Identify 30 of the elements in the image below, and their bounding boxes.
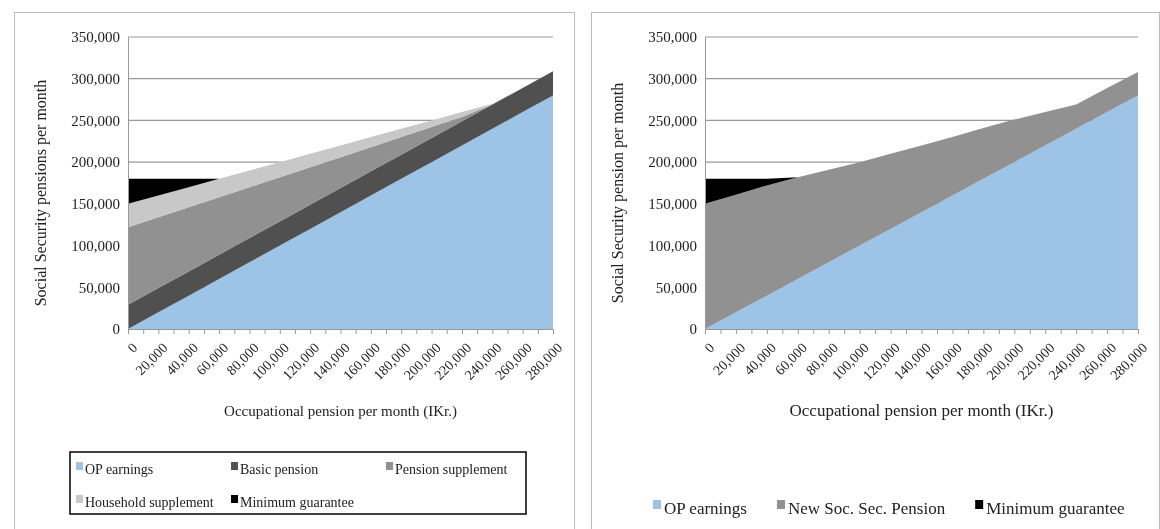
- y-tick-label: 350,000: [71, 29, 120, 46]
- legend-label: OP earnings: [85, 462, 154, 477]
- y-tick-label: 300,000: [71, 71, 120, 88]
- legend-label: Basic pension: [240, 462, 319, 477]
- y-tick-label: 50,000: [655, 279, 697, 296]
- x-axis-title: Occupational pension per month (IKr.): [224, 403, 457, 420]
- x-axis-title: Occupational pension per month (IKr.): [789, 401, 1054, 420]
- y-axis-title: Social Security pension per month: [609, 82, 627, 304]
- legend-label: Pension supplement: [395, 462, 508, 477]
- y-tick-label: 250,000: [71, 112, 120, 129]
- y-tick-label: 150,000: [71, 196, 120, 213]
- y-tick-label: 100,000: [648, 237, 697, 254]
- y-tick-label: 0: [689, 321, 697, 338]
- x-tick-label: 0: [701, 340, 718, 356]
- y-tick-label: 200,000: [71, 154, 120, 171]
- x-tick-label: 0: [124, 340, 141, 356]
- y-tick-label: 350,000: [648, 29, 697, 46]
- y-tick-label: 50,000: [78, 279, 120, 296]
- legend-label: Minimum guarantee: [986, 499, 1125, 518]
- y-tick-label: 200,000: [648, 154, 697, 171]
- legend-label: Household supplement: [85, 495, 214, 510]
- y-tick-label: 0: [112, 321, 120, 338]
- y-axis-title: Social Security pensions per month: [32, 79, 50, 307]
- y-tick-label: 100,000: [71, 237, 120, 254]
- legend-label: New Soc. Sec. Pension: [787, 499, 946, 518]
- y-tick-label: 300,000: [648, 71, 697, 88]
- y-tick-label: 150,000: [648, 196, 697, 213]
- y-tick-label: 250,000: [648, 112, 697, 129]
- legend-label: OP earnings: [664, 499, 747, 518]
- legend-label: Minimum guarantee: [240, 495, 354, 510]
